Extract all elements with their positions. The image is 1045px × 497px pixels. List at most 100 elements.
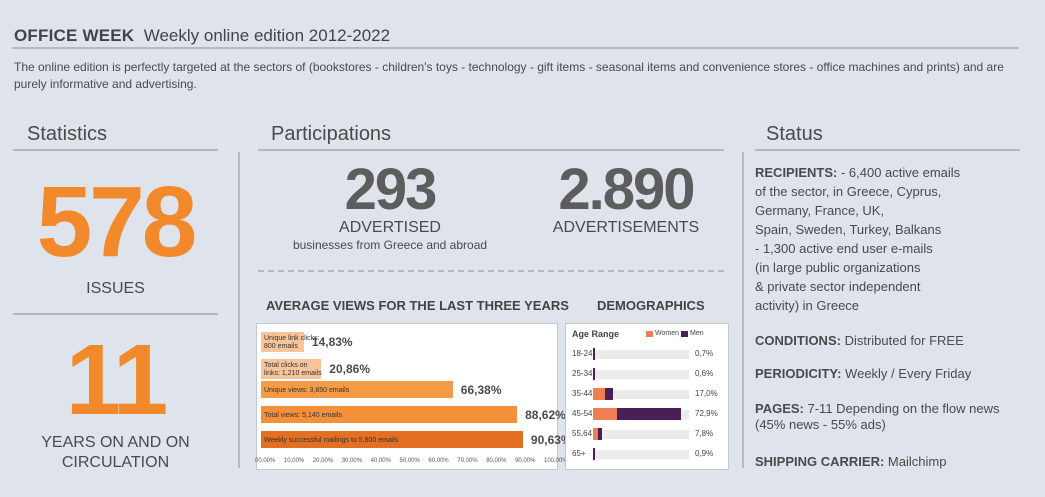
advertised-value: 293 xyxy=(344,157,438,222)
demographics-track xyxy=(593,450,689,459)
views-bar-label: Total views: 5,140 emails xyxy=(264,412,342,419)
demographics-women-bar xyxy=(593,388,605,400)
views-chart-plot: Unique link clicks: 800 emails 14,83% Tota… xyxy=(255,324,572,469)
views-bar: Unique link clicks: 800 emails xyxy=(261,332,320,352)
legend-women-label: Women xyxy=(655,330,679,337)
recipients-line-2: of the sector, in Greece, Cyprus, xyxy=(755,184,942,199)
recipients-line-8: activity) in Greece xyxy=(755,298,860,313)
demographics-age-label: 18-24 xyxy=(572,349,593,358)
demographics-age-label: 45-54 xyxy=(572,409,593,418)
demographics-percent: 0,6% xyxy=(695,369,714,378)
demographics-track xyxy=(593,350,689,359)
views-bar: Weekly successful mailings to 5,800 emai… xyxy=(261,431,523,448)
views-axis-tick: 10,00% xyxy=(283,458,305,464)
pages-value-2: (45% news - 55% ads) xyxy=(755,417,886,432)
statistics-title: Statistics xyxy=(27,123,108,145)
views-bar-value: 14,83% xyxy=(311,335,353,349)
shipping-value: Mailchimp xyxy=(884,454,947,469)
advertised-sub: businesses from Greece and abroad xyxy=(292,238,488,252)
views-bar-value: 90,63% xyxy=(530,432,572,447)
demographics-men-bar xyxy=(593,448,595,460)
status-pages: PAGES: 7-11 Depending on the flow news (… xyxy=(755,401,1040,433)
demographics-men-bar xyxy=(593,368,595,380)
recipients-line-3: Germany, France, UK, xyxy=(755,203,885,218)
demographics-men-bar xyxy=(605,388,614,400)
participations-dashed-rule xyxy=(258,270,724,272)
header-divider xyxy=(12,47,1019,49)
status-title: Status xyxy=(766,123,823,145)
views-axis-tick: 30,00% xyxy=(341,458,363,464)
demographics-track xyxy=(593,370,689,379)
demographics-age-label: 65+ xyxy=(572,449,586,458)
status-shipping: SHIPPING CARRIER: Mailchimp xyxy=(755,452,1035,471)
issues-label: ISSUES xyxy=(86,280,145,297)
demographics-percent: 0,9% xyxy=(695,449,714,458)
demographics-women-bar xyxy=(593,428,598,440)
demographics-women-bar xyxy=(593,408,617,420)
views-bar-label: Unique views: 3,850 emails xyxy=(264,387,350,394)
advertisements-value: 2.890 xyxy=(558,157,695,222)
demographics-age-label: 35-44 xyxy=(572,389,593,398)
views-bar: Total clicks on links: 1,210 emails xyxy=(261,359,322,379)
legend-men-swatch xyxy=(681,331,688,337)
recipients-line-4: Spain, Sweden, Turkey, Balkans xyxy=(755,222,942,237)
demographics-men-bar xyxy=(597,428,603,440)
years-value: 11 xyxy=(65,324,169,436)
views-axis-tick: 70,00% xyxy=(457,458,478,464)
views-axis-tick: 20,00% xyxy=(312,458,334,464)
views-chart-title: AVERAGE VIEWS FOR THE LAST THREE YEARS xyxy=(266,298,569,313)
demographics-track xyxy=(593,430,689,439)
views-axis-tick: 60,00% xyxy=(428,458,449,464)
years-label: YEARS ON AND ON CIRCULATION xyxy=(13,433,218,473)
views-bar-label: Weekly successful mailings to 5,800 emai… xyxy=(264,437,399,444)
status-periodicity: PERIODICITY: Weekly / Every Friday xyxy=(755,364,1035,383)
views-bar: Total views: 5,140 emails xyxy=(261,406,518,423)
demographics-men-bar xyxy=(617,408,681,420)
status-conditions: CONDITIONS: Distributed for FREE xyxy=(755,331,1035,350)
demographics-percent: 17,0% xyxy=(695,389,718,398)
recipients-line-1: - 6,400 active emails xyxy=(837,165,961,180)
views-bar-label: Unique link clicks: 800 emails xyxy=(264,335,320,350)
recipients-line-7: & private sector independent xyxy=(755,279,921,294)
views-axis-tick: 50,00% xyxy=(399,458,420,464)
legend-men-label: Men xyxy=(690,330,704,337)
conditions-value: Distributed for FREE xyxy=(840,333,964,348)
views-chart: Unique link clicks: 800 emails 14,83% Tota… xyxy=(255,323,572,470)
views-bar-value: 20,86% xyxy=(329,362,370,376)
views-axis-tick: 90,00% xyxy=(515,458,536,464)
periodicity-label: PERIODICITY: xyxy=(755,366,842,381)
intro-text: The online edition is perfectly targeted… xyxy=(14,60,1004,91)
years-label-line-1: YEARS ON AND ON xyxy=(41,434,190,451)
conditions-label: CONDITIONS: xyxy=(755,333,841,348)
periodicity-value: Weekly / Every Friday xyxy=(841,366,972,381)
recipients-line-6: (in large public organizations xyxy=(755,260,921,275)
statistics-mid-rule xyxy=(13,313,218,315)
shipping-label: SHIPPING CARRIER: xyxy=(755,454,885,469)
participations-rule xyxy=(258,149,724,151)
demographics-track xyxy=(593,390,689,399)
views-axis-tick: 100,00% xyxy=(544,458,568,464)
demographics-title: DEMOGRAPHICS xyxy=(597,298,705,313)
demographics-percent: 7,8% xyxy=(695,429,714,438)
demographics-age-label: 55,64 xyxy=(572,429,593,438)
demographics-header: Age Range xyxy=(572,329,620,339)
views-bar-label: Total clicks on links: 1,210 emails xyxy=(264,362,322,377)
status-rule xyxy=(755,149,1020,151)
column-divider-left xyxy=(238,152,240,468)
recipients-line-5: - 1,300 active end user e-mails xyxy=(755,241,933,256)
issues-value: 578 xyxy=(36,166,198,278)
demographics-age-label: 25-34 xyxy=(572,369,593,378)
demographics-percent: 72,9% xyxy=(695,409,718,418)
years-label-line-2: CIRCULATION xyxy=(61,454,170,471)
demographics-men-bar xyxy=(593,348,595,360)
views-axis-tick: 40,00% xyxy=(370,458,391,464)
demographics-rows: 18-24 0,7% 25-34 0,6% 35-44 17,0% 45-54 72,9% 55… xyxy=(566,324,728,469)
recipients-label: RECIPIENTS: xyxy=(755,165,838,180)
views-axis-tick: 00,00% xyxy=(255,458,276,464)
statistics-rule xyxy=(13,149,218,151)
views-bar-value: 88,62% xyxy=(525,407,566,422)
advertised-label: ADVERTISED xyxy=(339,219,441,236)
views-bar: Unique views: 3,850 emails xyxy=(261,381,453,398)
advertisements-label: ADVERTISEMENTS xyxy=(552,219,700,236)
pages-value: 7-11 Depending on the flow news xyxy=(803,401,1000,416)
